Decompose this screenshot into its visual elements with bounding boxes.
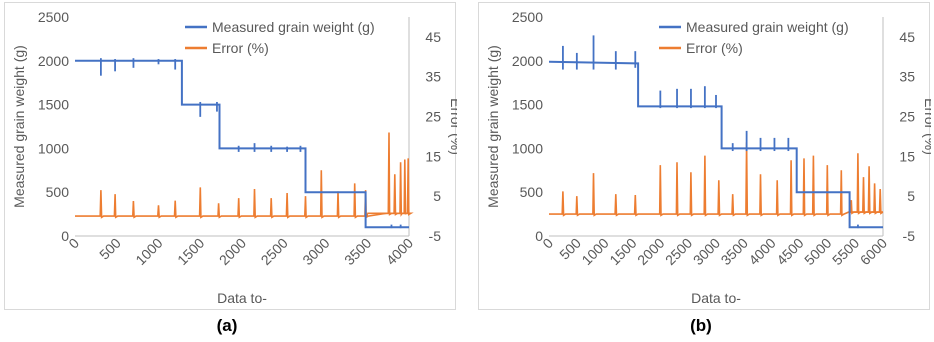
legend-weight-label: Measured grain weight (g) — [686, 19, 849, 35]
y2-tick-label: 35 — [425, 69, 441, 85]
weight-line — [75, 59, 409, 229]
x-tick-label: 5500 — [829, 235, 862, 268]
y2-tick-label: 5 — [907, 188, 915, 204]
x-tick-label: 2000 — [216, 235, 249, 268]
legend: Measured grain weight (g) Error (%) — [185, 19, 375, 56]
x-tick-label: 1500 — [174, 235, 207, 268]
x-axis-title: Data to- — [691, 290, 741, 306]
weight-series-group — [75, 58, 409, 229]
y2-axis-title: Error (%) — [448, 98, 457, 155]
y2-tick-label: 45 — [425, 29, 441, 45]
x-tick-label: 500 — [96, 235, 124, 263]
legend: Measured grain weight (g) Error (%) — [659, 19, 849, 56]
y2-tick-label: 25 — [425, 109, 441, 125]
weight-series-group — [548, 35, 883, 229]
x-tick-label: 2500 — [258, 235, 291, 268]
y2-tick-label: 15 — [425, 148, 441, 164]
error-series-group — [549, 142, 884, 217]
y-tick-label: 0 — [535, 228, 543, 244]
legend-weight-label: Measured grain weight (g) — [212, 19, 375, 35]
x-tick-label: 0 — [539, 235, 556, 252]
y-tick-label: 2500 — [512, 9, 543, 25]
x-tick-label: 4000 — [745, 235, 778, 268]
error-series-group — [75, 132, 414, 219]
y-tick-label: 500 — [520, 184, 544, 200]
legend-error-label: Error (%) — [686, 40, 743, 56]
x-tick-label: 2500 — [662, 235, 695, 268]
y-axis-title: Measured grain weight (g) — [11, 45, 27, 208]
x-tick-label: 5000 — [801, 235, 834, 268]
x-tick-label: 2000 — [634, 235, 667, 268]
chart-panel-b: 0 500 1000 1500 2000 2500 -5 5 15 25 35 45 0 500 1000 1… — [478, 2, 931, 310]
error-line — [75, 132, 414, 219]
y-tick-label: 2500 — [38, 9, 69, 25]
y2-tick-label: 35 — [899, 69, 915, 85]
x-tick-label: 1000 — [578, 235, 611, 268]
chart-panel-a: 0 500 1000 1500 2000 2500 -5 5 15 25 35 45 0 500 1000 1… — [4, 2, 457, 310]
x-axis-title: Data to- — [217, 290, 267, 306]
legend-error-label: Error (%) — [212, 40, 269, 56]
y2-tick-label: 15 — [899, 148, 915, 164]
y-axis-title: Measured grain weight (g) — [485, 45, 501, 208]
y-tick-label: 1500 — [512, 97, 543, 113]
x-tick-label: 3000 — [299, 235, 332, 268]
x-tick-label: 3500 — [718, 235, 751, 268]
x-tick-label: 1000 — [132, 235, 165, 268]
y-tick-label: 1500 — [38, 97, 69, 113]
panel-label-b: (b) — [690, 316, 712, 335]
y2-tick-label: -5 — [429, 228, 442, 244]
x-tick-label: 3000 — [690, 235, 723, 268]
y-tick-label: 2000 — [38, 53, 69, 69]
y-tick-label: 1000 — [38, 140, 69, 156]
x-tick-label: 4000 — [383, 235, 416, 268]
weight-line — [548, 60, 883, 229]
y2-tick-label: 5 — [433, 188, 441, 204]
y2-tick-label: 25 — [899, 109, 915, 125]
x-tick-label: 4500 — [773, 235, 806, 268]
y2-axis-title: Error (%) — [922, 98, 931, 155]
error-line — [549, 142, 884, 217]
y2-tick-label: 45 — [899, 29, 915, 45]
y2-tick-label: -5 — [903, 228, 916, 244]
x-tick-label: 3500 — [341, 235, 374, 268]
y-tick-label: 2000 — [512, 53, 543, 69]
x-tick-label: 0 — [65, 235, 82, 252]
y-tick-label: 0 — [61, 228, 69, 244]
y-tick-label: 1000 — [512, 140, 543, 156]
panel-label-a: (a) — [216, 316, 238, 335]
x-tick-label: 6000 — [857, 235, 890, 268]
y-tick-label: 500 — [46, 184, 70, 200]
x-tick-label: 1500 — [606, 235, 639, 268]
chart-a-svg: 0 500 1000 1500 2000 2500 -5 5 15 25 35 45 0 500 1000 1… — [11, 9, 457, 306]
